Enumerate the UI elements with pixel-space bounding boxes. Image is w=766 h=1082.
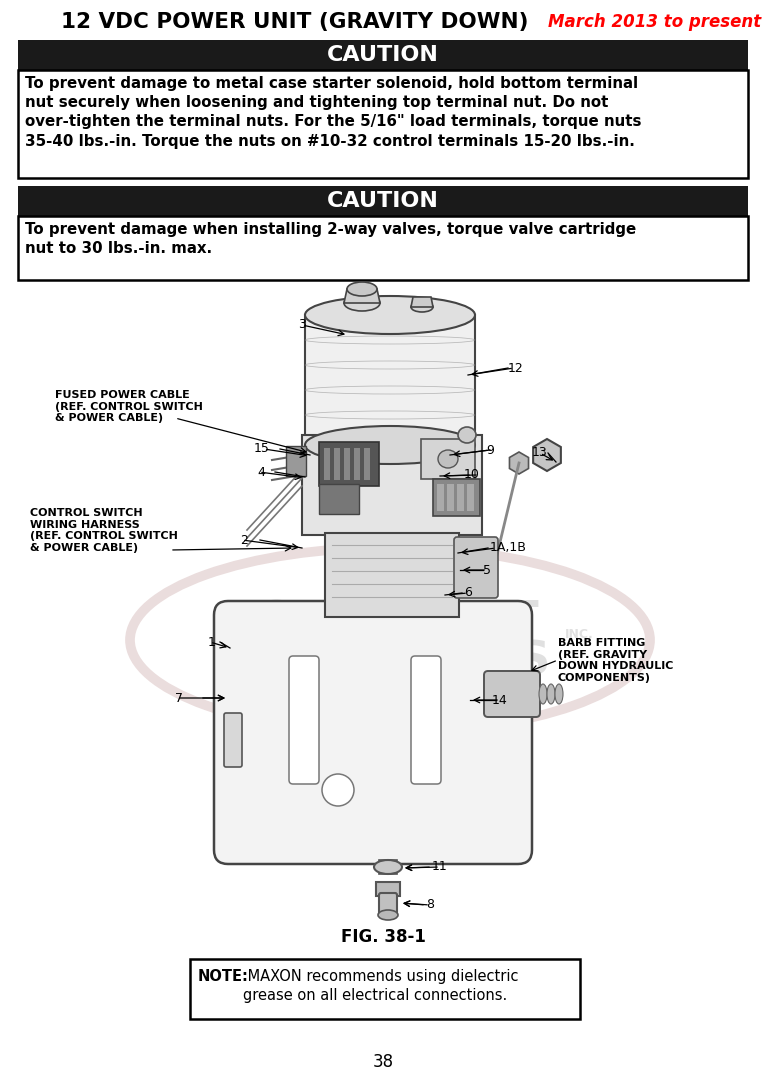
- FancyBboxPatch shape: [289, 656, 319, 784]
- Text: NOTE:: NOTE:: [198, 969, 249, 984]
- Ellipse shape: [458, 427, 476, 443]
- FancyBboxPatch shape: [302, 435, 482, 535]
- Polygon shape: [411, 296, 433, 307]
- FancyBboxPatch shape: [334, 448, 340, 480]
- Text: 10: 10: [464, 469, 480, 481]
- Text: 38: 38: [372, 1053, 394, 1071]
- Text: 2: 2: [240, 533, 248, 546]
- Text: 6: 6: [464, 586, 472, 599]
- FancyBboxPatch shape: [18, 40, 748, 70]
- Text: 14: 14: [492, 694, 508, 707]
- FancyBboxPatch shape: [324, 448, 330, 480]
- FancyBboxPatch shape: [457, 484, 464, 511]
- FancyBboxPatch shape: [379, 860, 397, 874]
- FancyBboxPatch shape: [454, 537, 498, 598]
- Ellipse shape: [374, 860, 402, 874]
- Text: 12 VDC POWER UNIT (GRAVITY DOWN): 12 VDC POWER UNIT (GRAVITY DOWN): [61, 12, 529, 32]
- Text: To prevent damage to metal case starter solenoid, hold bottom terminal
nut secur: To prevent damage to metal case starter …: [25, 76, 641, 148]
- Text: EQUIPMENT: EQUIPMENT: [224, 599, 539, 645]
- FancyBboxPatch shape: [224, 713, 242, 767]
- Text: FUSED POWER CABLE
(REF. CONTROL SWITCH
& POWER CABLE): FUSED POWER CABLE (REF. CONTROL SWITCH &…: [55, 390, 203, 423]
- FancyBboxPatch shape: [18, 216, 748, 280]
- FancyBboxPatch shape: [190, 959, 580, 1019]
- FancyBboxPatch shape: [484, 671, 540, 717]
- FancyBboxPatch shape: [286, 446, 306, 476]
- Ellipse shape: [411, 302, 433, 312]
- FancyBboxPatch shape: [467, 484, 474, 511]
- Ellipse shape: [347, 282, 377, 296]
- Ellipse shape: [305, 296, 475, 334]
- FancyBboxPatch shape: [214, 601, 532, 865]
- FancyBboxPatch shape: [18, 186, 748, 216]
- Text: BARB FITTING
(REF. GRAVITY
DOWN HYDRAULIC
COMPONENTS): BARB FITTING (REF. GRAVITY DOWN HYDRAULI…: [558, 638, 673, 683]
- FancyBboxPatch shape: [344, 448, 350, 480]
- Text: SPECIALISTS: SPECIALISTS: [213, 639, 552, 685]
- Text: 15: 15: [254, 443, 270, 456]
- Ellipse shape: [438, 450, 458, 469]
- FancyBboxPatch shape: [411, 656, 441, 784]
- Text: CAUTION: CAUTION: [327, 192, 439, 211]
- Text: CONTROL SWITCH
WIRING HARNESS
(REF. CONTROL SWITCH
& POWER CABLE): CONTROL SWITCH WIRING HARNESS (REF. CONT…: [30, 509, 178, 553]
- Text: 9: 9: [486, 444, 494, 457]
- Text: FIG. 38-1: FIG. 38-1: [341, 928, 425, 946]
- Text: 1A,1B: 1A,1B: [490, 541, 527, 554]
- Ellipse shape: [305, 426, 475, 464]
- Text: 5: 5: [483, 564, 491, 577]
- Ellipse shape: [547, 684, 555, 704]
- Text: INC.: INC.: [565, 629, 594, 642]
- Circle shape: [322, 774, 354, 806]
- FancyBboxPatch shape: [447, 484, 454, 511]
- Text: CAUTION: CAUTION: [327, 45, 439, 65]
- Text: 1: 1: [208, 635, 216, 648]
- FancyBboxPatch shape: [437, 484, 444, 511]
- FancyBboxPatch shape: [319, 484, 359, 514]
- FancyBboxPatch shape: [379, 893, 397, 915]
- FancyBboxPatch shape: [376, 882, 400, 896]
- FancyBboxPatch shape: [325, 533, 459, 617]
- FancyBboxPatch shape: [433, 479, 480, 516]
- Ellipse shape: [555, 684, 563, 704]
- Polygon shape: [344, 289, 380, 303]
- Text: To prevent damage when installing 2-way valves, torque valve cartridge
nut to 30: To prevent damage when installing 2-way …: [25, 222, 637, 256]
- FancyBboxPatch shape: [354, 448, 360, 480]
- Ellipse shape: [378, 910, 398, 920]
- FancyBboxPatch shape: [421, 439, 475, 479]
- Ellipse shape: [539, 684, 547, 704]
- Text: 8: 8: [426, 898, 434, 911]
- Text: 13: 13: [532, 447, 548, 460]
- Text: 4: 4: [257, 465, 265, 478]
- Text: 7: 7: [175, 691, 183, 704]
- FancyBboxPatch shape: [18, 70, 748, 179]
- Polygon shape: [305, 315, 475, 445]
- FancyBboxPatch shape: [364, 448, 370, 480]
- Ellipse shape: [344, 295, 380, 311]
- Text: 3: 3: [298, 318, 306, 331]
- Text: 12: 12: [508, 361, 524, 374]
- FancyBboxPatch shape: [319, 443, 379, 486]
- Text: MAXON recommends using dielectric
grease on all electrical connections.: MAXON recommends using dielectric grease…: [243, 969, 519, 1003]
- Text: 11: 11: [432, 860, 448, 873]
- Text: March 2013 to present: March 2013 to present: [548, 13, 761, 31]
